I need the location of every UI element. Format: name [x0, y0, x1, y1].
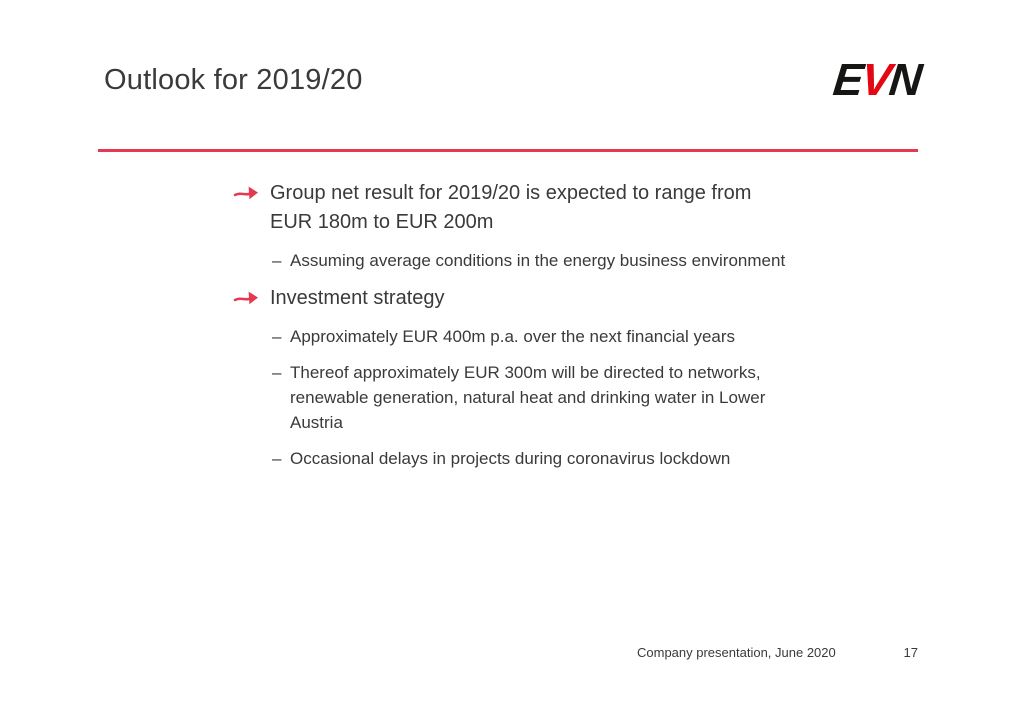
sub-bullet-text: Assuming average conditions in the energ…: [290, 251, 786, 270]
sub-bullet-text: Occasional delays in projects during cor…: [290, 449, 731, 468]
logo-letter-n: N: [886, 54, 923, 105]
title-divider-rule: [98, 149, 918, 152]
dash-bullet: –: [272, 449, 282, 468]
evn-logo: EVN: [805, 54, 923, 106]
arrow-icon: [233, 284, 270, 309]
page-title: Outlook for 2019/20: [104, 64, 363, 96]
bullet-text: Group net result for 2019/20 is expected…: [270, 182, 752, 233]
bullet-item-group-net-result: Group net result for 2019/20 is expected…: [233, 179, 833, 237]
dash-bullet: –: [272, 363, 282, 382]
sub-bullet-text: Thereof approximately EUR 300m will be d…: [290, 363, 766, 432]
bullet-list: Group net result for 2019/20 is expected…: [233, 179, 833, 482]
bullet-item-investment-strategy: Investment strategy: [233, 284, 833, 313]
arrow-icon: [233, 179, 270, 204]
sub-bullet-item-eur-300m-networks: – Thereof approximately EUR 300m will be…: [272, 360, 833, 435]
bullet-text: Investment strategy: [270, 287, 445, 309]
dash-bullet: –: [272, 251, 282, 270]
sub-bullet-item-assuming-conditions: – Assuming average conditions in the ene…: [272, 248, 833, 273]
sub-bullet-item-eur-400m: – Approximately EUR 400m p.a. over the n…: [272, 324, 833, 349]
sub-bullet-item-coronavirus-delays: – Occasional delays in projects during c…: [272, 446, 833, 471]
sub-bullet-text: Approximately EUR 400m p.a. over the nex…: [290, 327, 736, 346]
dash-bullet: –: [272, 327, 282, 346]
page-number: 17: [903, 645, 918, 660]
footer-caption: Company presentation, June 2020: [637, 645, 836, 660]
